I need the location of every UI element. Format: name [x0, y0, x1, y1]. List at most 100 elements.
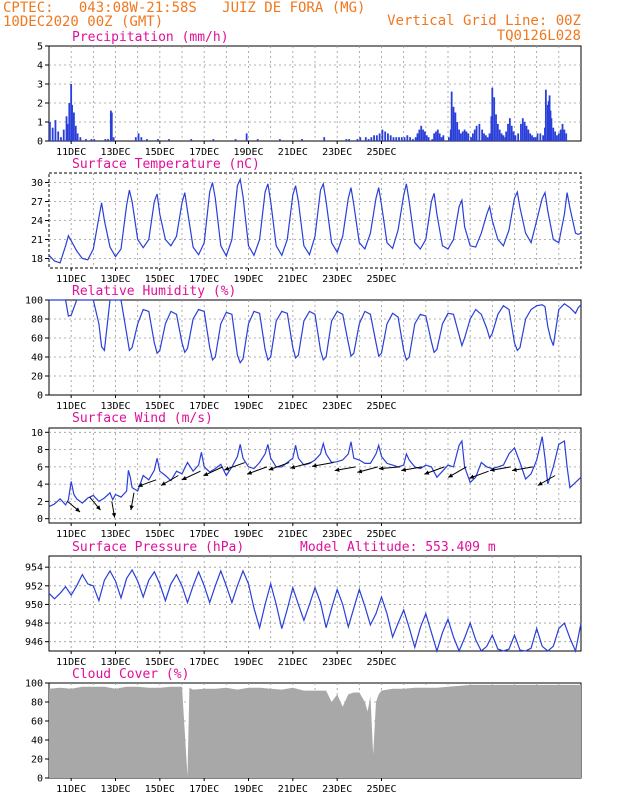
precip-bar: [301, 139, 303, 141]
precip-bar: [359, 137, 362, 141]
precip-bar: [508, 118, 511, 141]
precip-bar: [392, 137, 395, 141]
precip-bar: [481, 129, 484, 141]
precip-bar: [370, 137, 373, 141]
precip-bar: [472, 133, 474, 141]
temp-xtick-label: 25DEC: [366, 274, 396, 285]
cloud-ytick-label: 40: [31, 736, 43, 747]
precip-bar: [521, 118, 524, 141]
precip-ytick-label: 5: [37, 42, 43, 53]
precip-bar: [552, 127, 555, 141]
press-xtick-label: 19DEC: [233, 657, 263, 668]
temp-series-line: [48, 177, 582, 264]
precip-bar: [66, 123, 69, 141]
temp-xtick-label: 13DEC: [100, 274, 130, 285]
precip-bar: [356, 139, 359, 141]
wind-arrow-head: [268, 466, 274, 471]
precip-bar: [74, 125, 77, 141]
precip-xtick-label: 17DEC: [189, 147, 219, 158]
wind-arrow-head: [129, 505, 134, 511]
precip-bar: [90, 139, 93, 141]
rh-xtick-label: 15DEC: [145, 401, 175, 412]
press-series-line: [48, 568, 582, 654]
wind-arrow-head: [181, 476, 187, 480]
precip-bar: [70, 84, 73, 141]
precip-bar: [517, 133, 520, 141]
precip-xtick-label: 15DEC: [145, 147, 175, 158]
precip-bar: [403, 137, 406, 141]
precip-bar: [367, 139, 370, 141]
wind-arrow-head: [290, 464, 296, 470]
rh-xtick-label: 19DEC: [233, 401, 263, 412]
temp-ytick-label: 21: [31, 235, 43, 246]
cloud-xtick-label: 21DEC: [278, 784, 308, 795]
precip-bar: [411, 139, 414, 141]
temp-xtick-label: 15DEC: [145, 274, 175, 285]
precip-xtick-label: 11DEC: [56, 147, 86, 158]
precip-bar: [345, 139, 348, 141]
precip-bar: [563, 129, 566, 141]
precipitation-title: Precipitation (mm/h): [72, 30, 229, 45]
precip-bar: [531, 135, 533, 141]
rh-xtick-label: 11DEC: [56, 401, 86, 412]
precip-bar: [395, 137, 398, 141]
precip-bar: [520, 123, 522, 141]
precip-bar: [554, 131, 557, 141]
cloud-xtick-label: 23DEC: [322, 784, 352, 795]
precip-bar: [423, 131, 426, 141]
precip-bar: [454, 112, 457, 141]
wind-arrow-head: [378, 466, 384, 471]
wind-arrow-head: [137, 482, 143, 487]
press-ytick-label: 952: [25, 581, 43, 592]
precip-bar: [234, 139, 237, 141]
precip-bar: [488, 133, 491, 141]
temp-xtick-label: 17DEC: [189, 274, 219, 285]
wind-ytick-label: 2: [37, 497, 43, 508]
press-xtick-label: 11DEC: [56, 657, 86, 668]
model-altitude-label: Model Altitude: 553.409 m: [300, 540, 496, 555]
pressure-title: Surface Pressure (hPa): [72, 540, 244, 555]
rh-xtick-label: 17DEC: [189, 401, 219, 412]
precip-bar: [493, 97, 496, 141]
wind-arrow-head: [512, 467, 517, 472]
rh-ytick-label: 60: [31, 334, 43, 345]
wind-ytick-label: 6: [37, 462, 43, 473]
precip-bar: [57, 131, 60, 141]
wind-arrow-head: [537, 481, 543, 486]
precip-bar: [416, 133, 419, 141]
temp-xtick-label: 11DEC: [56, 274, 86, 285]
precip-bar: [486, 137, 489, 141]
temp-xtick-label: 19DEC: [233, 274, 263, 285]
wind-xtick-label: 15DEC: [145, 529, 175, 540]
precip-bar: [76, 133, 79, 141]
precip-bar: [140, 137, 143, 141]
temp-ytick-label: 24: [31, 216, 43, 227]
press-xtick-label: 21DEC: [278, 657, 308, 668]
wind-ytick-label: 10: [31, 428, 43, 439]
precip-bar: [431, 139, 434, 141]
precip-bar: [364, 137, 367, 141]
precip-bar: [442, 135, 445, 141]
precip-bar: [51, 127, 54, 141]
precip-bar: [278, 139, 281, 141]
cloud-cover-area: [49, 684, 581, 778]
precip-bar: [137, 133, 140, 141]
precip-bar: [495, 114, 497, 141]
precip-bar: [425, 135, 428, 141]
cloud-xtick-label: 17DEC: [189, 784, 219, 795]
cloud-xtick-label: 11DEC: [56, 784, 86, 795]
temperature-title: Surface Temperature (nC): [72, 157, 260, 172]
precip-bar: [496, 123, 499, 141]
precip-bar: [561, 123, 564, 141]
cloud-ytick-label: 20: [31, 755, 43, 766]
precip-bar: [483, 133, 485, 141]
precip-bar: [398, 137, 400, 141]
precip-bar: [387, 133, 389, 141]
wind-ytick-label: 8: [37, 445, 43, 456]
precip-bar: [473, 129, 476, 141]
precip-bar: [502, 135, 505, 141]
precip-bar: [500, 133, 503, 141]
precip-bar: [546, 104, 549, 141]
precip-bar: [498, 129, 501, 141]
